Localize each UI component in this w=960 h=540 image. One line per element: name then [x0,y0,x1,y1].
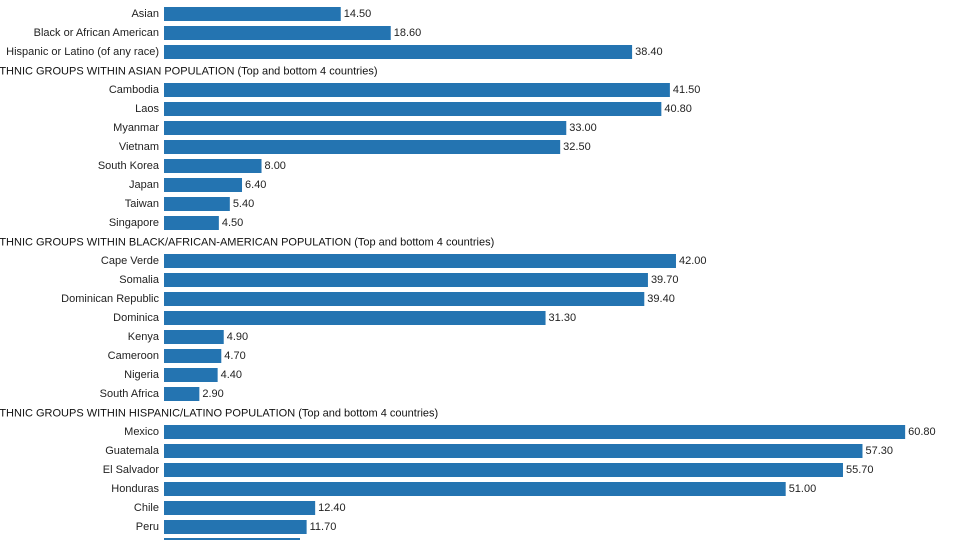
bar-honduras [164,482,786,496]
category-label-nigeria: Nigeria [124,369,160,381]
bar-el-salvador [164,463,843,477]
value-label-cape-verde: 42.00 [679,255,707,267]
bar-vietnam [164,140,561,154]
bar-hispanic-or-latino-of-any-race [164,45,633,59]
bar-japan [164,178,243,192]
category-label-chile: Chile [134,502,159,514]
value-label-el-salvador: 55.70 [846,464,874,476]
category-label-black-or-african-american: Black or African American [34,27,159,39]
value-label-hispanic-or-latino-of-any-race: 38.40 [635,46,663,58]
category-label-el-salvador: El Salvador [103,464,160,476]
value-label-honduras: 51.00 [789,483,817,495]
bar-kenya [164,330,224,344]
category-label-japan: Japan [129,179,159,191]
category-label-south-korea: South Korea [98,160,160,172]
value-label-somalia: 39.70 [651,274,679,286]
category-label-peru: Peru [136,521,159,533]
value-label-guatemala: 57.30 [865,445,893,457]
value-label-myanmar: 33.00 [569,122,597,134]
value-label-dominica: 31.30 [549,312,577,324]
bar-laos [164,102,662,116]
category-label-south-africa: South Africa [100,388,160,400]
section-title: ETHNIC GROUPS WITHIN ASIAN POPULATION (T… [0,65,378,77]
bar-south-korea [164,159,262,173]
bar-nigeria [164,368,218,382]
category-label-kenya: Kenya [128,331,160,343]
bar-dominica [164,311,546,325]
bar-taiwan [164,197,230,211]
bar-myanmar [164,121,567,135]
value-label-taiwan: 5.40 [233,198,254,210]
bar-mexico [164,425,906,439]
bar-clipped-bottom [164,538,300,540]
bar-cameroon [164,349,222,363]
category-label-laos: Laos [135,103,159,115]
category-label-cameroon: Cameroon [108,350,159,362]
value-label-kenya: 4.90 [227,331,248,343]
category-label-asian: Asian [131,8,159,20]
section-title: ETHNIC GROUPS WITHIN BLACK/AFRICAN-AMERI… [0,236,494,248]
category-label-mexico: Mexico [124,426,159,438]
value-label-south-korea: 8.00 [265,160,286,172]
bar-singapore [164,216,219,230]
value-label-vietnam: 32.50 [563,141,591,153]
value-label-cameroon: 4.70 [224,350,245,362]
category-label-hispanic-or-latino-of-any-race: Hispanic or Latino (of any race) [6,46,159,58]
value-label-nigeria: 4.40 [221,369,242,381]
bar-black-or-african-american [164,26,391,40]
bar-peru [164,520,307,534]
category-label-taiwan: Taiwan [125,198,159,210]
bar-guatemala [164,444,863,458]
value-label-asian: 14.50 [344,8,372,20]
value-label-mexico: 60.80 [908,426,936,438]
bar-dominican-republic [164,292,645,306]
category-label-vietnam: Vietnam [119,141,159,153]
bar-cape-verde [164,254,676,268]
category-label-dominica: Dominica [113,312,160,324]
category-label-cape-verde: Cape Verde [101,255,159,267]
category-label-honduras: Honduras [111,483,159,495]
category-label-myanmar: Myanmar [113,122,159,134]
value-label-dominican-republic: 39.40 [647,293,675,305]
value-label-singapore: 4.50 [222,217,243,229]
bar-cambodia [164,83,670,97]
bar-south-africa [164,387,200,401]
bar-asian [164,7,341,21]
section-title: ETHNIC GROUPS WITHIN HISPANIC/LATINO POP… [0,407,438,419]
category-label-dominican-republic: Dominican Republic [61,293,159,305]
category-label-singapore: Singapore [109,217,159,229]
value-label-peru: 11.70 [310,521,337,533]
value-label-laos: 40.80 [664,103,692,115]
bar-somalia [164,273,648,287]
value-label-cambodia: 41.50 [673,84,701,96]
category-label-cambodia: Cambodia [109,84,160,96]
category-label-somalia: Somalia [119,274,160,286]
value-label-chile: 12.40 [318,502,346,514]
value-label-black-or-african-american: 18.60 [394,27,422,39]
category-label-guatemala: Guatemala [105,445,160,457]
value-label-south-africa: 2.90 [202,388,223,400]
value-label-japan: 6.40 [245,179,266,191]
bar-chile [164,501,316,515]
